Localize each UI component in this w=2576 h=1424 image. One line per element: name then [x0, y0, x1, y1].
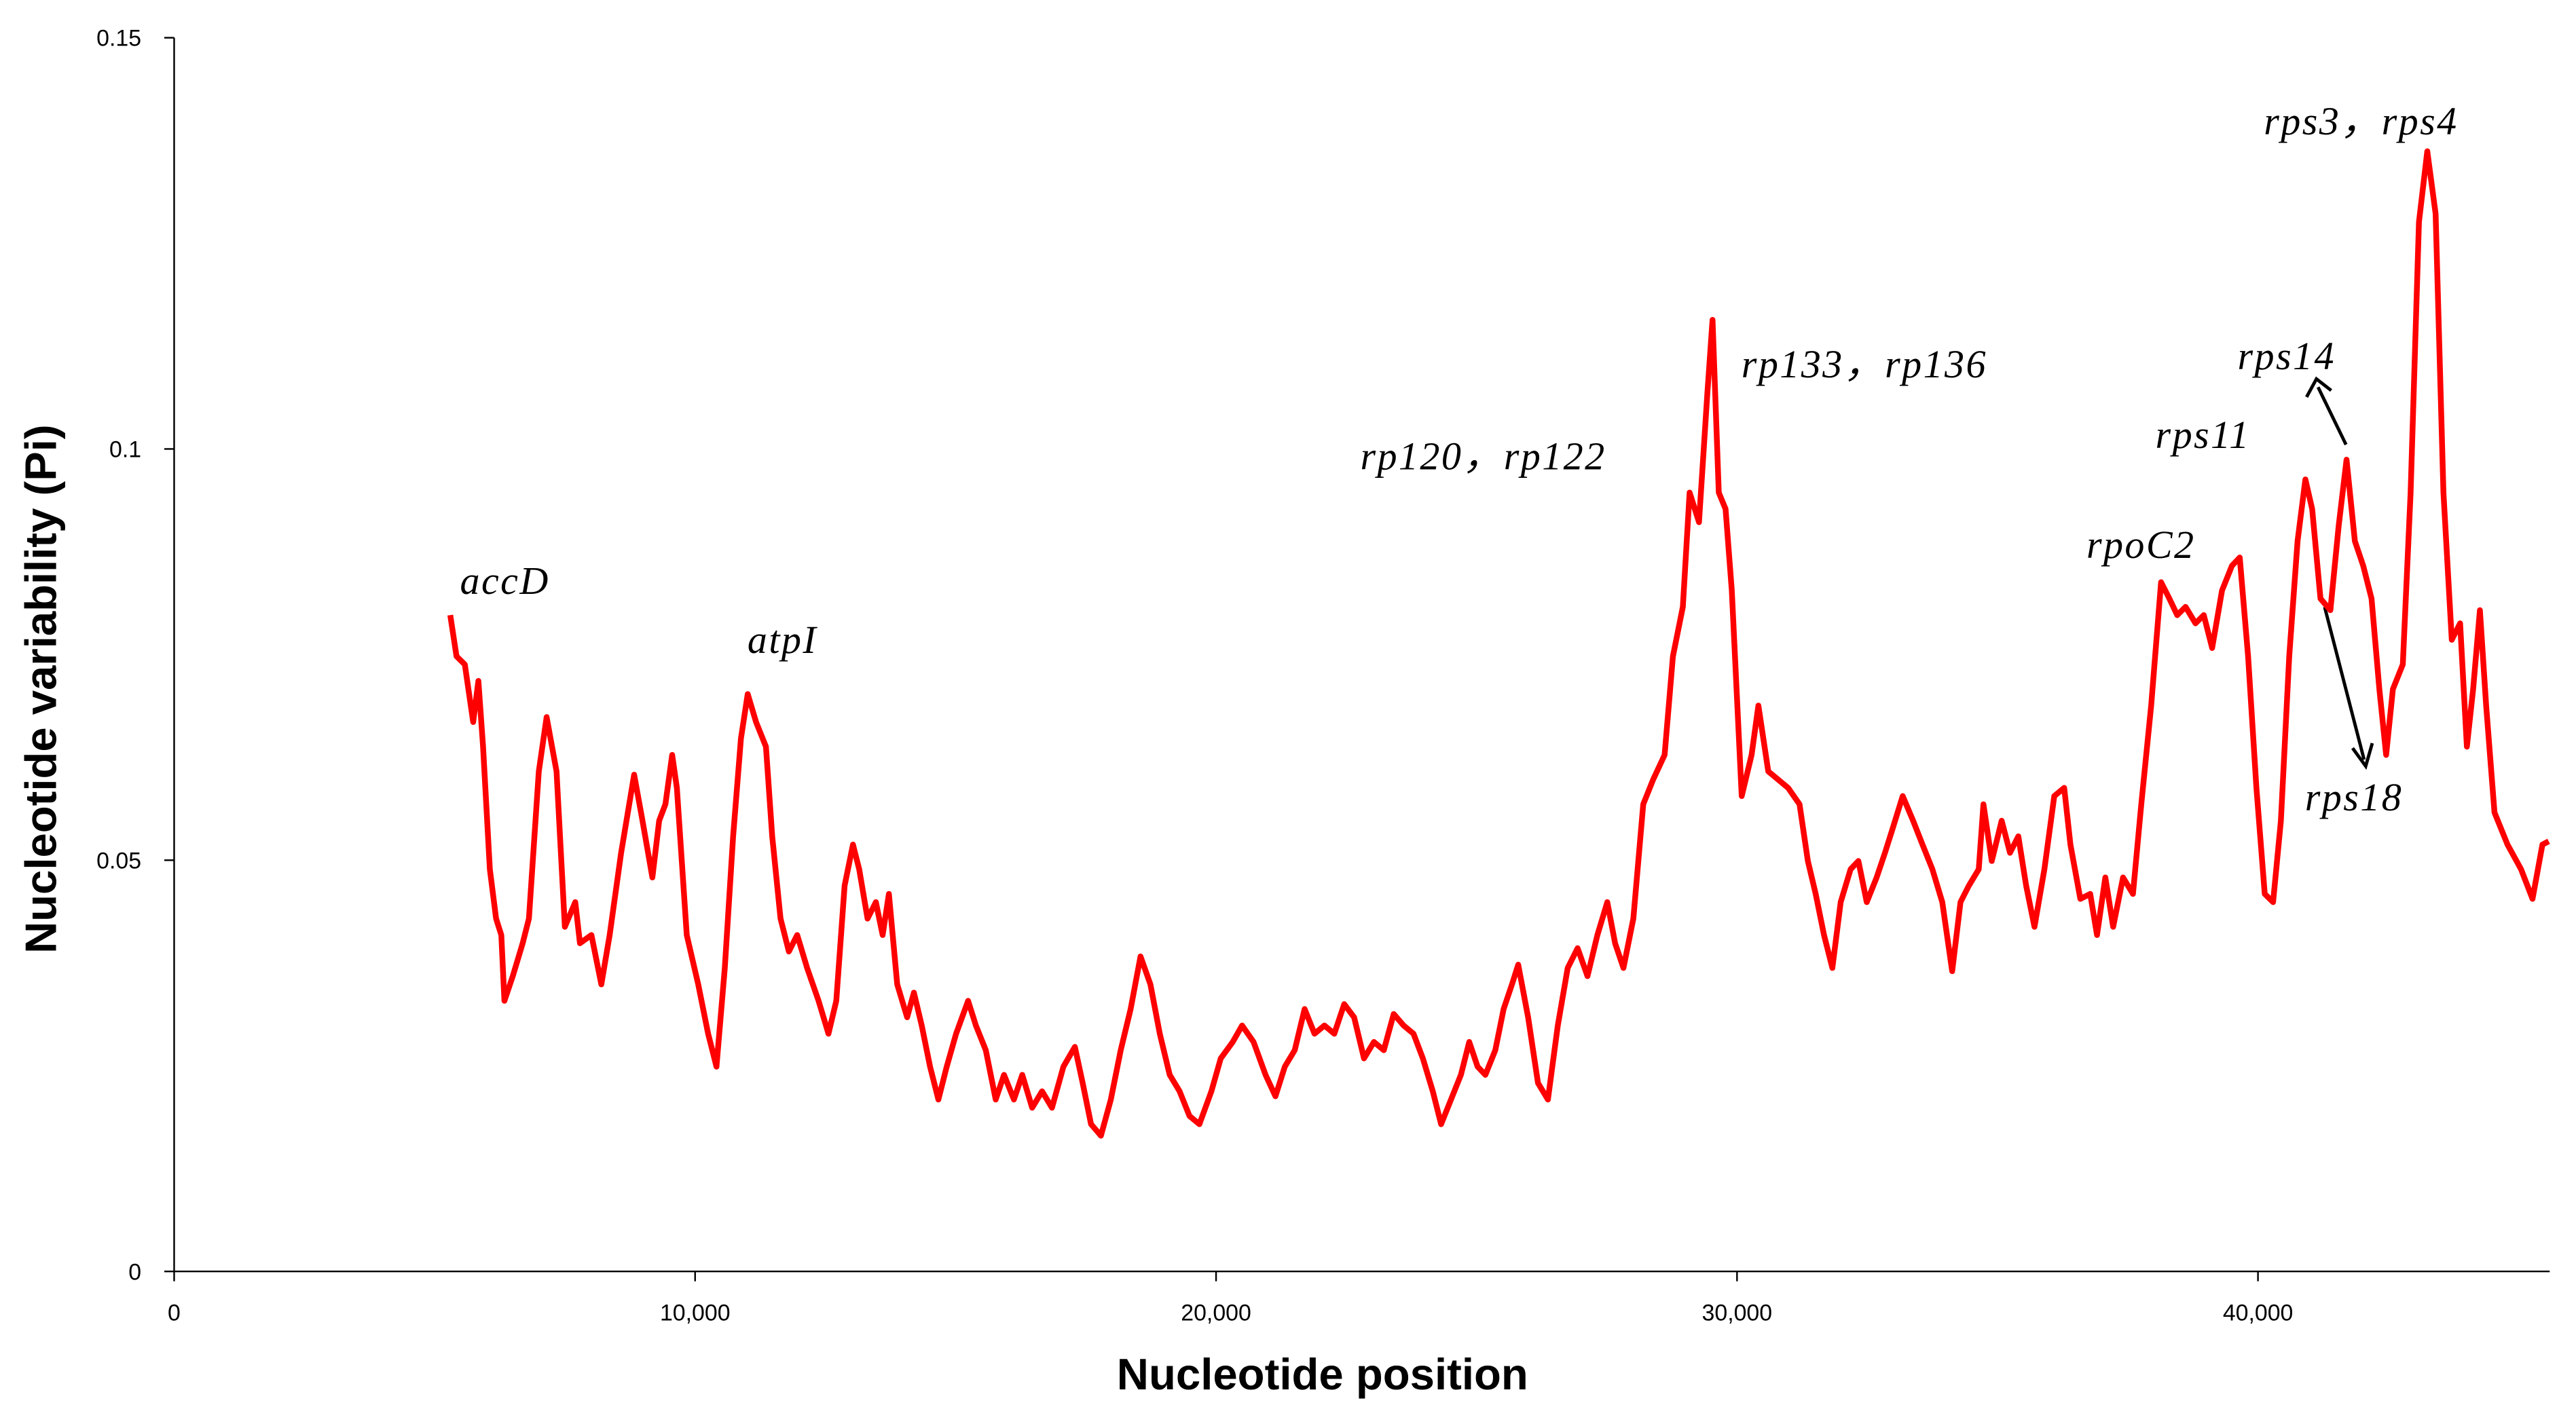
arrow [2316, 386, 2348, 446]
arrow [2323, 606, 2366, 760]
arrows [2305, 376, 2374, 770]
x-tick-label: 40,000 [2223, 1300, 2294, 1326]
arrow-head [2351, 743, 2374, 770]
annotations: accD atpI rp120，rp122 rp133，rp136 rpoC2 … [460, 99, 2458, 819]
data-line [447, 148, 2550, 1139]
x-tick-label: 0 [168, 1300, 181, 1326]
annotation: rps18 [2305, 775, 2403, 819]
y-tick-label: 0.05 [96, 848, 141, 874]
x-tick-label: 30,000 [1702, 1300, 1773, 1326]
y-tick-label: 0.15 [96, 26, 141, 52]
annotation: accD [460, 559, 550, 603]
x-tick-label: 10,000 [660, 1300, 731, 1326]
x-axis-title: Nucleotide position [1117, 1349, 1528, 1399]
arrow-head [2305, 376, 2332, 398]
annotation: rp133，rp136 [1742, 342, 1987, 386]
annotation: rpoC2 [2086, 523, 2196, 567]
annotation: rps11 [2156, 413, 2251, 457]
y-tick-label: 0.1 [109, 437, 141, 463]
y-tick-label: 0 [128, 1259, 141, 1285]
annotation: atpI [748, 618, 817, 662]
annotation: rps14 [2238, 334, 2336, 378]
annotation: rps3，rps4 [2264, 99, 2458, 143]
x-tick-label: 20,000 [1181, 1300, 1251, 1326]
y-axis-title: Nucleotide variability (Pi) [16, 424, 65, 954]
annotation: rp120，rp122 [1360, 434, 1606, 478]
